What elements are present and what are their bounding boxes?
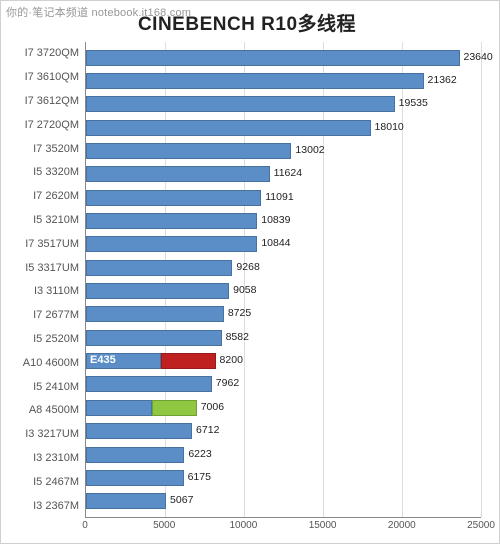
y-label: A8 4500M (13, 405, 85, 416)
bar (86, 213, 257, 229)
bar-row: 9268 (86, 259, 481, 277)
bar-row: 6175 (86, 469, 481, 487)
bar-value: 18010 (375, 121, 404, 133)
bar-row: 6223 (86, 446, 481, 464)
bar-value: 8200 (220, 354, 243, 366)
bar-row: 6712 (86, 422, 481, 440)
y-label: I5 2520M (13, 334, 85, 345)
x-tick: 20000 (388, 520, 416, 531)
bar (86, 120, 371, 136)
y-label: I3 3110M (13, 286, 85, 297)
bar-value: 8725 (228, 307, 251, 319)
gridline (481, 42, 482, 517)
bar-row: 8725 (86, 305, 481, 323)
bar-value: 10844 (261, 237, 290, 249)
bar-row: 10839 (86, 212, 481, 230)
y-label: I7 2720QM (13, 120, 85, 131)
bar-value: 6712 (196, 424, 219, 436)
bar-row: 8582 (86, 329, 481, 347)
cinebench-chart: CINEBENCH R10多线程 I7 3720QMI7 3610QMI7 36… (0, 0, 500, 544)
plot-area: I7 3720QM I7 3610QM I7 3612QM I7 2720QM I7 3… (13, 42, 481, 518)
x-tick: 15000 (309, 520, 337, 531)
y-label: I7 3517UM (13, 239, 85, 250)
x-axis: 0500010000150002000025000 (85, 518, 481, 536)
bar-underlay (86, 400, 152, 416)
y-axis-labels: I7 3720QM I7 3610QM I7 3612QM I7 2720QM I7 3… (13, 42, 85, 518)
bar-row: 19535 (86, 95, 481, 113)
bar (152, 400, 196, 416)
y-label: I7 2620M (13, 191, 85, 202)
bar-row: 11091 (86, 189, 481, 207)
y-label: A10 4600M (13, 358, 85, 369)
y-label: I5 3210M (13, 215, 85, 226)
y-label: I5 3320M (13, 167, 85, 178)
bar (86, 423, 192, 439)
bar (86, 330, 222, 346)
y-label: I3 3217UM (13, 429, 85, 440)
bar-row: 18010 (86, 119, 481, 137)
x-tick: 0 (82, 520, 88, 531)
bar-row: 10844 (86, 235, 481, 253)
bar-value: 19535 (399, 97, 428, 109)
y-label: I3 2367M (13, 501, 85, 512)
bar (86, 376, 212, 392)
bar-row: 7962 (86, 375, 481, 393)
bar-row: E435 8200 (86, 352, 481, 370)
bar-value: 13002 (295, 144, 324, 156)
bar-value: 7962 (216, 377, 239, 389)
bar-inner-label: E435 (90, 354, 116, 366)
bar-value: 11091 (265, 191, 293, 203)
x-tick: 25000 (467, 520, 495, 531)
watermark: 你的·笔记本频道 notebook.it168.com (6, 4, 191, 20)
bar (86, 283, 229, 299)
bar (86, 260, 232, 276)
bar (161, 353, 215, 369)
y-label: I3 2310M (13, 453, 85, 464)
bar (86, 236, 257, 252)
bar (86, 306, 224, 322)
bar (86, 470, 184, 486)
bar-value: 7006 (201, 401, 224, 413)
y-label: I7 3612QM (13, 96, 85, 107)
bar-value: 9058 (233, 284, 256, 296)
bar-value: 5067 (170, 494, 193, 506)
y-label: I5 3317UM (13, 263, 85, 274)
bar (86, 447, 184, 463)
bar-row: 9058 (86, 282, 481, 300)
bar (86, 50, 460, 66)
bars-container: 23640 2136219535 18010 13002 11624 11091 10839… (86, 42, 481, 517)
bar-value: 11624 (274, 167, 302, 179)
bar-row: 23640 (86, 49, 481, 67)
bar (86, 96, 395, 112)
x-tick: 10000 (229, 520, 257, 531)
bar-row: 11624 (86, 165, 481, 183)
y-label: I5 2410M (13, 382, 85, 393)
bar (86, 190, 261, 206)
bar-row: 7006 (86, 399, 481, 417)
y-label: I7 3610QM (13, 72, 85, 83)
bar-row: 21362 (86, 72, 481, 90)
bar-value: 6175 (188, 471, 211, 483)
bar (86, 73, 424, 89)
y-label: I5 2467M (13, 477, 85, 488)
bar-value: 9268 (236, 261, 259, 273)
bar-value: 10839 (261, 214, 290, 226)
bar (86, 166, 270, 182)
bar-value: 6223 (188, 448, 211, 460)
bar (86, 143, 291, 159)
bar (86, 493, 166, 509)
y-label: I7 3720QM (13, 48, 85, 59)
bar-row: 5067 (86, 492, 481, 510)
y-label: I7 2677M (13, 310, 85, 321)
bar-value: 8582 (226, 331, 249, 343)
bars-area: 23640 2136219535 18010 13002 11624 11091 10839… (85, 42, 481, 518)
bar-value: 21362 (428, 74, 457, 86)
x-tick: 5000 (153, 520, 175, 531)
y-label: I7 3520M (13, 144, 85, 155)
bar-row: 13002 (86, 142, 481, 160)
bar-value: 23640 (464, 51, 493, 63)
